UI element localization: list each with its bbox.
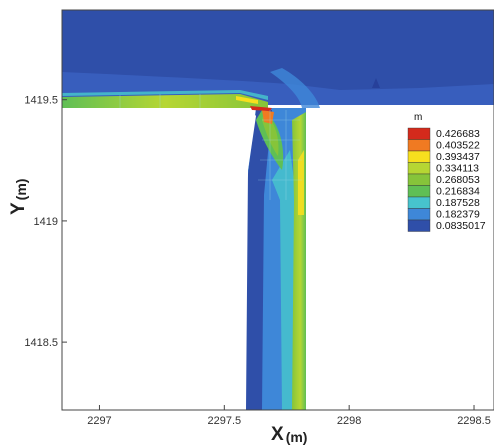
corner-hotspot-region [250,106,272,111]
y-tick-label: 1418.5 [24,337,58,349]
legend-label: 0.187528 [436,197,480,209]
legend-label: 0.0835017 [436,220,486,232]
x-tick-label: 2298.5 [457,415,491,427]
legend-swatch [407,208,431,221]
legend-label: 0.403522 [436,140,480,152]
x-tick-label: 2297 [87,415,111,427]
legend-swatch [407,219,431,232]
jet-core-yellow [298,150,304,215]
right-wall-block [306,108,494,410]
upper-channel-flow-band [270,68,320,108]
x-axis-title: X (m) [271,424,307,445]
corner-vortex-orange [262,110,274,124]
vertical-channel-left-band [246,110,272,410]
y-tick-label: 1419 [34,216,58,228]
wall-shear-strip [62,94,268,108]
wall-shear-strip-edge [62,90,268,100]
legend-swatch [407,196,431,209]
vertical-channel-mid-band [272,150,296,410]
legend-label: 0.216834 [436,186,480,198]
legend-swatch [407,162,431,175]
legend-label: 0.334113 [436,163,479,175]
x-tick-label: 2297.5 [207,415,241,427]
y-axis-ticks: 1418.5 1419 1419.5 [24,95,67,349]
legend-title: m [414,112,422,123]
mesh-lines [119,94,302,200]
legend-label: 0.268053 [436,174,480,186]
legend-label: 0.182379 [436,209,480,221]
y-tick-label: 1419.5 [24,95,58,107]
legend-swatch [407,150,431,163]
legend-label: 0.393437 [436,151,480,163]
strip-yellow-spot [236,96,258,104]
legend-swatch [407,127,431,140]
y-axis-title: Y(m) [8,179,29,215]
contour-field [62,10,494,410]
x-axis-ticks: 2297 2297.5 2298 2298.5 [87,405,491,427]
legend-swatch [407,139,431,152]
legend: m 0.4266830.4035220.3934370.3341130.2680… [407,112,486,232]
left-wall-block [62,108,256,410]
legend-swatch [407,185,431,198]
x-tick-label: 2298 [337,415,361,427]
legend-label: 0.426683 [436,128,480,140]
axes-frame [61,9,494,411]
upper-channel-marker [372,78,380,88]
legend-swatch [407,173,431,186]
